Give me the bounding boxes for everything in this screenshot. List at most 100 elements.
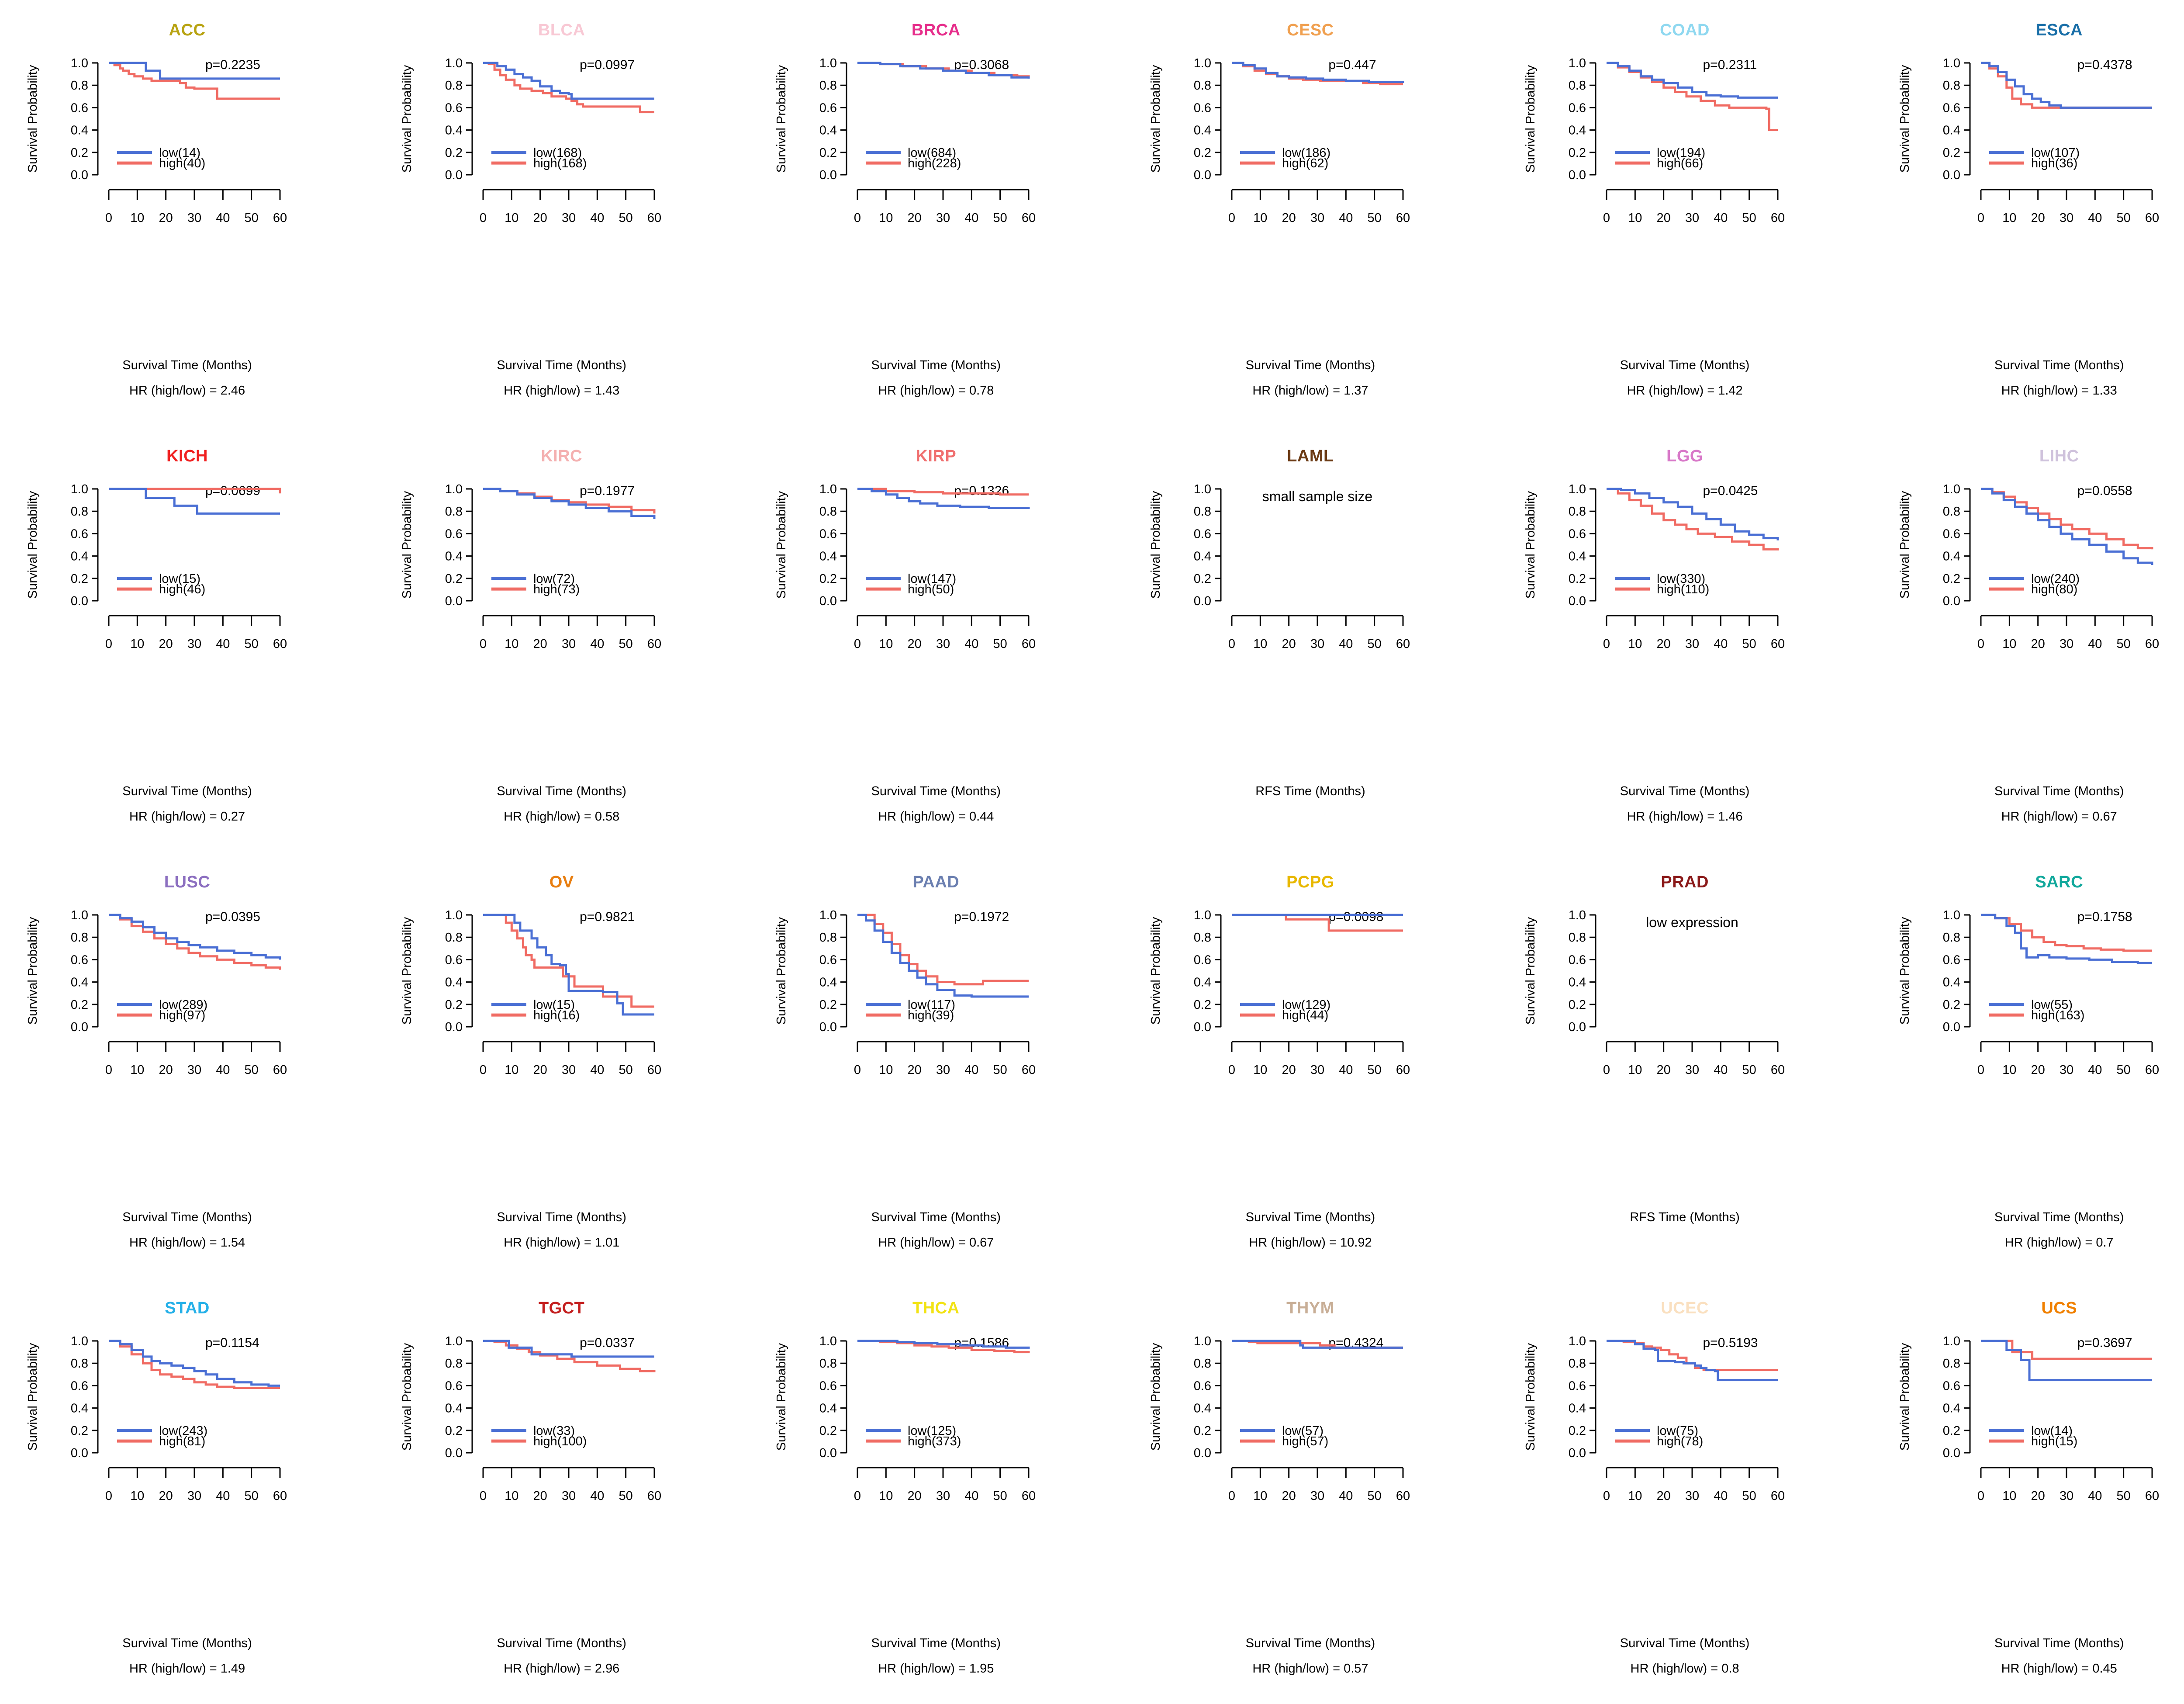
x-tick-label: 50 [245,1489,259,1503]
y-tick-label: 0.2 [1942,572,1960,586]
legend-label-high: high(39) [908,1008,954,1022]
y-axis-title: Survival Probability [1149,1343,1163,1451]
y-tick-label: 1.0 [1194,482,1211,496]
y-tick-label: 0.0 [1568,1446,1586,1460]
y-tick-label: 1.0 [71,1334,88,1348]
y-axis-title: Survival Probability [400,917,414,1025]
y-tick-label: 0.8 [819,505,837,519]
x-tick-label: 10 [1628,1063,1642,1077]
x-tick-label: 60 [647,637,661,651]
y-tick-label: 0.2 [445,572,463,586]
y-tick-label: 1.0 [819,56,837,70]
x-axis-title: Survival Time (Months) [122,358,252,372]
x-tick-label: 40 [964,1489,978,1503]
x-tick-label: 10 [1254,1063,1268,1077]
x-tick-label: 0 [1977,211,1984,225]
y-axis-title: Survival Probability [1523,65,1537,173]
x-axis-title: Survival Time (Months) [1620,784,1750,798]
x-tick-label: 50 [1742,211,1756,225]
x-tick-label: 10 [505,1489,518,1503]
x-tick-label: 50 [993,1489,1007,1503]
panel-note: low expression [1646,914,1738,930]
x-tick-label: 30 [562,1063,576,1077]
plot-area: 1.0 0.8 0.6 0.4 0.2 0.0 Survival Probability 0 1… [1872,1322,2184,1601]
curve-low [1232,62,1404,83]
hazard-ratio-label: HR (high/low) = 1.01 [504,1236,620,1250]
panel-title: BRCA [911,21,961,39]
panel-title: KIRP [916,447,957,465]
legend-label-high: high(66) [1656,156,1703,170]
y-tick-label: 0.6 [1194,527,1211,541]
x-tick-label: 30 [2059,1063,2073,1077]
panel-ucs: UCS p=0.3697 1.0 0.8 0.6 0.4 0.2 0.0 Survival Pr… [1872,1278,2184,1704]
plot-area: 1.0 0.8 0.6 0.4 0.2 0.0 Survival Probability 0 1… [1498,44,1872,323]
y-tick-label: 0.8 [445,79,463,93]
x-tick-label: 30 [1685,211,1699,225]
x-tick-label: 60 [1022,1489,1036,1503]
x-tick-label: 20 [1282,211,1296,225]
panel-ucec: UCEC p=0.5193 1.0 0.8 0.6 0.4 0.2 0.0 Survival P… [1498,1278,1872,1704]
x-tick-label: 50 [2116,211,2130,225]
x-tick-label: 60 [273,211,287,225]
hazard-ratio-label: HR (high/low) = 0.67 [878,1236,994,1250]
legend-label-low: low(15) [533,998,575,1012]
panel-stad: STAD p=0.1154 1.0 0.8 0.6 0.4 0.2 0.0 Survival P… [0,1278,374,1704]
y-tick-label: 0.6 [1194,1379,1211,1393]
legend-label-low: low(14) [159,146,200,160]
legend-label-high: high(373) [908,1434,961,1448]
panel-laml: LAML 1.0 0.8 0.6 0.4 0.2 0.0 Survival Probabili… [1123,426,1497,852]
y-tick-label: 0.6 [1568,953,1586,967]
x-tick-label: 10 [1254,211,1268,225]
x-tick-label: 60 [1770,211,1784,225]
x-axis-title: Survival Time (Months) [497,358,626,372]
x-tick-label: 40 [1714,637,1728,651]
y-tick-label: 0.4 [71,976,88,990]
hazard-ratio-label: HR (high/low) = 0.78 [878,384,994,398]
y-tick-label: 0.8 [1194,79,1211,93]
x-tick-label: 0 [1603,637,1610,651]
panel-lgg: LGG p=0.0425 1.0 0.8 0.6 0.4 0.2 0.0 Survival Pr… [1498,426,1872,852]
legend-label-high: high(44) [1282,1008,1328,1022]
p-value-label: p=0.3697 [2077,1336,2132,1350]
y-axis-title: Survival Probability [400,1343,414,1451]
x-tick-label: 20 [908,637,922,651]
x-tick-label: 10 [2002,1063,2016,1077]
y-tick-label: 0.8 [71,505,88,519]
y-tick-label: 0.6 [1568,527,1586,541]
x-tick-label: 40 [1714,211,1728,225]
curve-low [1606,1340,1778,1382]
y-tick-label: 0.6 [819,527,837,541]
hazard-ratio-label: HR (high/low) = 1.95 [878,1662,994,1676]
x-tick-label: 0 [480,211,487,225]
y-tick-label: 1.0 [1194,1334,1211,1348]
x-tick-label: 30 [562,1489,576,1503]
y-tick-label: 0.2 [1942,998,1960,1012]
legend-label-low: low(168) [533,146,582,160]
x-tick-label: 60 [273,1489,287,1503]
x-tick-label: 30 [936,1489,950,1503]
y-tick-label: 0.0 [1194,1020,1211,1034]
y-tick-label: 0.6 [1942,101,1960,115]
x-tick-label: 10 [505,637,518,651]
y-axis-title: Survival Probability [400,65,414,173]
y-tick-label: 0.0 [71,1020,88,1034]
plot-area: 1.0 0.8 0.6 0.4 0.2 0.0 Survival Probability 0 1… [1123,44,1497,323]
y-axis-title: Survival Probability [1898,491,1912,599]
x-tick-label: 50 [993,637,1007,651]
plot-area: 1.0 0.8 0.6 0.4 0.2 0.0 Survival Probability 0 1… [1872,44,2184,323]
p-value-label: p=0.0337 [580,1336,635,1350]
y-tick-label: 0.2 [71,1424,88,1438]
x-tick-label: 10 [130,211,144,225]
x-tick-label: 60 [647,1063,661,1077]
panel-cesc: CESC p=0.447 1.0 0.8 0.6 0.4 0.2 0.0 Survival Pr… [1123,0,1497,426]
x-axis-title: Survival Time (Months) [871,1636,1001,1650]
y-tick-label: 0.6 [1568,101,1586,115]
y-tick-label: 0.2 [819,998,837,1012]
x-tick-label: 40 [1339,211,1353,225]
p-value-label: p=0.0699 [205,484,260,498]
y-tick-label: 0.6 [71,1379,88,1393]
plot-area: 1.0 0.8 0.6 0.4 0.2 0.0 Survival Probability 0 1… [1872,470,2184,749]
y-tick-label: 1.0 [71,908,88,922]
x-tick-label: 40 [2088,1063,2102,1077]
p-value-label: p=0.447 [1328,58,1376,72]
